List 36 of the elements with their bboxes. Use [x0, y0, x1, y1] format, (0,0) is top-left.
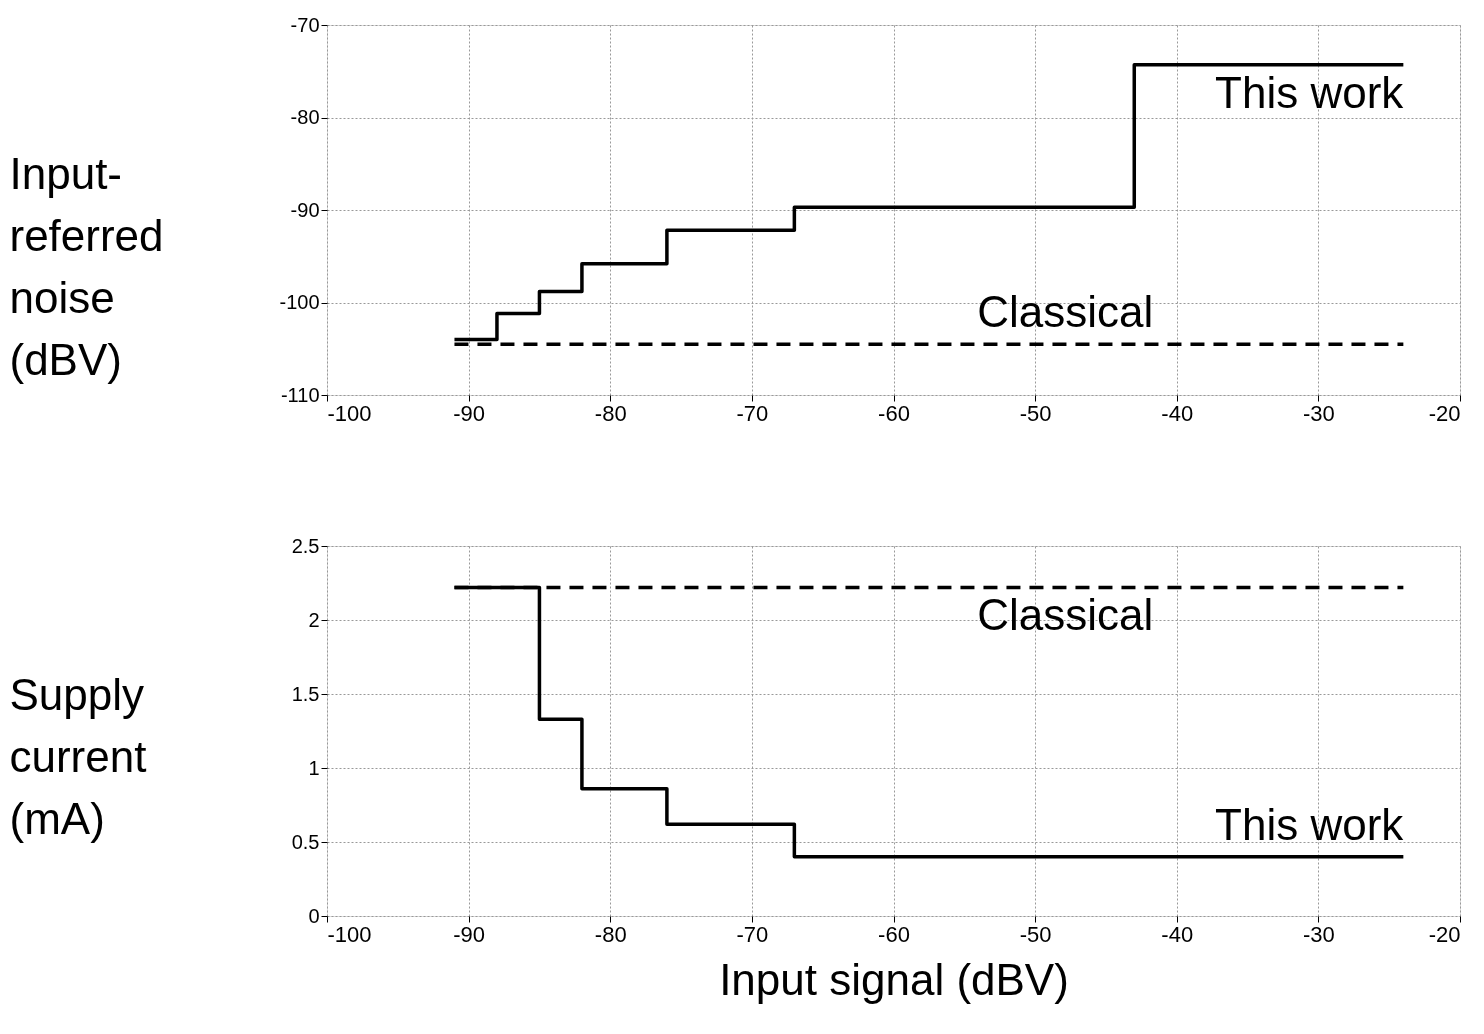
x-tick-label: -70 — [736, 921, 769, 947]
y-tick-label: 1.5 — [291, 682, 320, 705]
x-tick-label: -90 — [453, 921, 486, 947]
y-tick-label: -110 — [280, 383, 320, 406]
y-tick-label: 2 — [308, 608, 320, 631]
x-tick-label: -50 — [1019, 400, 1052, 426]
x-tick-label: -80 — [594, 921, 627, 947]
y-tick-label: 1 — [308, 756, 320, 779]
y-tick-label: -100 — [279, 291, 320, 313]
x-tick-label: -100 — [327, 400, 372, 426]
x-tick-label: -80 — [594, 400, 627, 426]
x-tick-label: -50 — [1019, 921, 1052, 947]
series-label: This work — [1215, 799, 1405, 849]
x-tick-label: -30 — [1302, 921, 1335, 947]
x-axis-title: Input signal (dBV) — [719, 954, 1069, 1004]
y-tick-label: -80 — [290, 106, 320, 128]
series-label: Classical — [977, 590, 1154, 640]
y-tick-label: -90 — [290, 198, 320, 221]
y-tick-label: 2.5 — [291, 534, 320, 557]
x-tick-label: -60 — [878, 400, 910, 426]
y-tick-label: 0.5 — [291, 830, 320, 853]
y-axis-title: Supply current (mA) — [9, 669, 147, 843]
y-tick-label: -70 — [290, 13, 320, 36]
series-label: Classical — [977, 287, 1154, 337]
x-tick-label: -20 — [1428, 921, 1461, 947]
x-tick-label: -60 — [878, 921, 910, 947]
x-tick-label: -100 — [327, 921, 372, 947]
x-tick-label: -40 — [1161, 400, 1194, 426]
series-label: This work — [1215, 67, 1405, 117]
x-tick-label: -20 — [1428, 400, 1461, 426]
y-tick-label: 0 — [308, 904, 320, 927]
y-axis-title: Input-referred noise (dBV) — [9, 148, 164, 384]
x-tick-label: -40 — [1161, 921, 1194, 947]
x-tick-label: -90 — [453, 400, 486, 426]
x-tick-label: -70 — [736, 400, 769, 426]
x-tick-label: -30 — [1302, 400, 1335, 426]
